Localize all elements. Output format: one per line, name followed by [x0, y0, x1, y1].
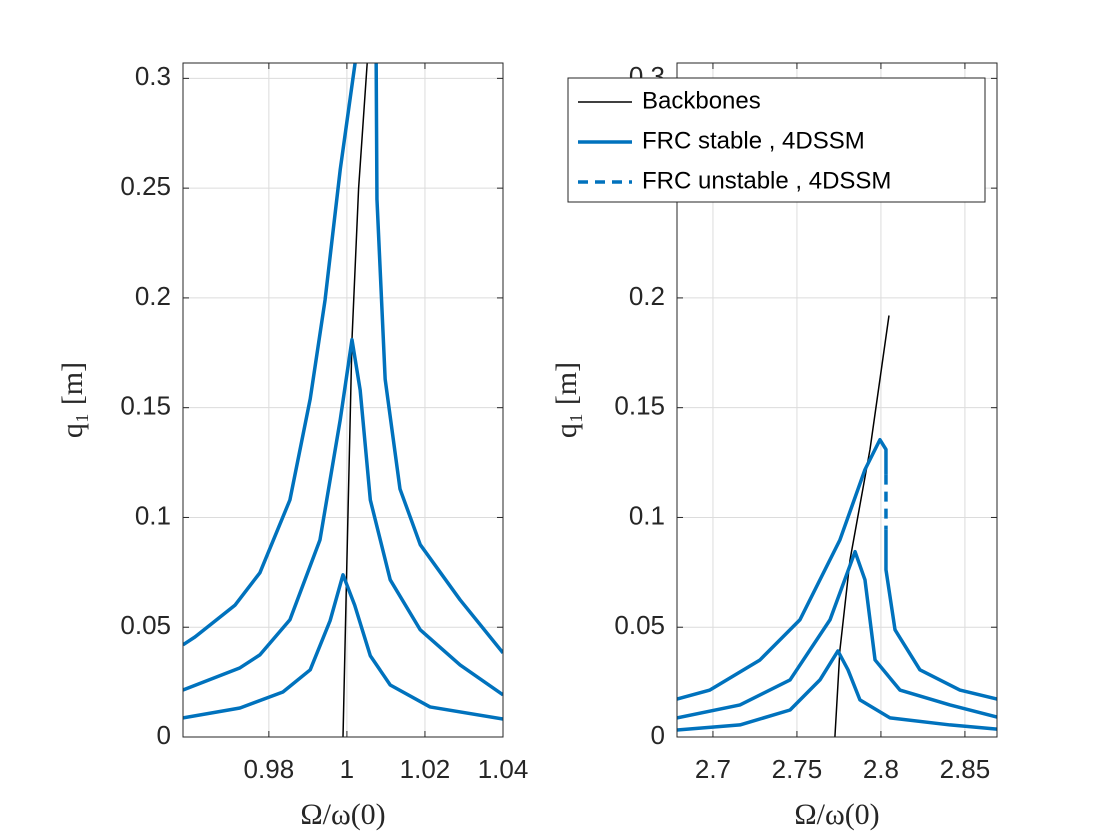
x-tick-label: 2.8 — [863, 754, 899, 784]
legend: Backbones FRC stable , 4DSSM FRC unstable … — [567, 77, 986, 203]
axes-box — [676, 62, 998, 738]
y-tick-label: 0.2 — [135, 281, 171, 311]
x-axis-label: Ω/ω(0) — [300, 798, 385, 831]
curve — [677, 649, 997, 732]
x-tick-label: 0.98 — [244, 754, 295, 784]
x-tick-label: 1 — [340, 754, 354, 784]
x-axis-label: Ω/ω(0) — [794, 798, 879, 831]
x-tick-label: 1.04 — [478, 754, 529, 784]
curve — [183, 63, 503, 655]
curve — [677, 437, 997, 701]
x-tick-label: 2.7 — [695, 754, 731, 784]
x-tick-label: 1.02 — [400, 754, 451, 784]
y-tick-label: 0.15 — [120, 391, 171, 421]
axes: 0.98 1 1.02 1.04 0 0.05 0.1 0.15 0.2 0.25 0.3 Ω/ω(0… — [56, 61, 528, 831]
y-tick-label: 0.1 — [629, 500, 665, 530]
y-tick-label: 0.2 — [629, 281, 665, 311]
legend-box — [567, 77, 986, 203]
y-tick-label: 0 — [157, 720, 171, 750]
legend-label: Backbones — [642, 87, 761, 114]
axes: 2.72.752.82.8500.050.10.150.20.250.3Ω/ω(… — [550, 61, 998, 831]
y-axis-label: q₁ [m] — [550, 362, 583, 438]
curve — [183, 573, 503, 721]
x-tick-label: 2.85 — [940, 754, 991, 784]
y-tick-label: 0.25 — [120, 171, 171, 201]
plot-area — [183, 63, 503, 737]
y-tick-label: 0.05 — [120, 610, 171, 640]
y-tick-label: 0 — [651, 720, 665, 750]
curve — [183, 337, 503, 697]
y-tick-label: 0.15 — [614, 391, 665, 421]
y-axis-label: q₁ [m] — [56, 362, 89, 438]
plot-area — [677, 315, 997, 737]
curve — [834, 315, 890, 737]
x-tick-label: 2.75 — [772, 754, 823, 784]
y-tick-label: 0.1 — [135, 500, 171, 530]
curve — [677, 549, 997, 720]
legend-label: FRC unstable , 4DSSM — [642, 167, 891, 194]
y-tick-label: 0.05 — [614, 610, 665, 640]
axes-box — [182, 62, 504, 738]
y-tick-label: 0.3 — [135, 61, 171, 91]
legend-label: FRC stable , 4DSSM — [642, 127, 865, 154]
